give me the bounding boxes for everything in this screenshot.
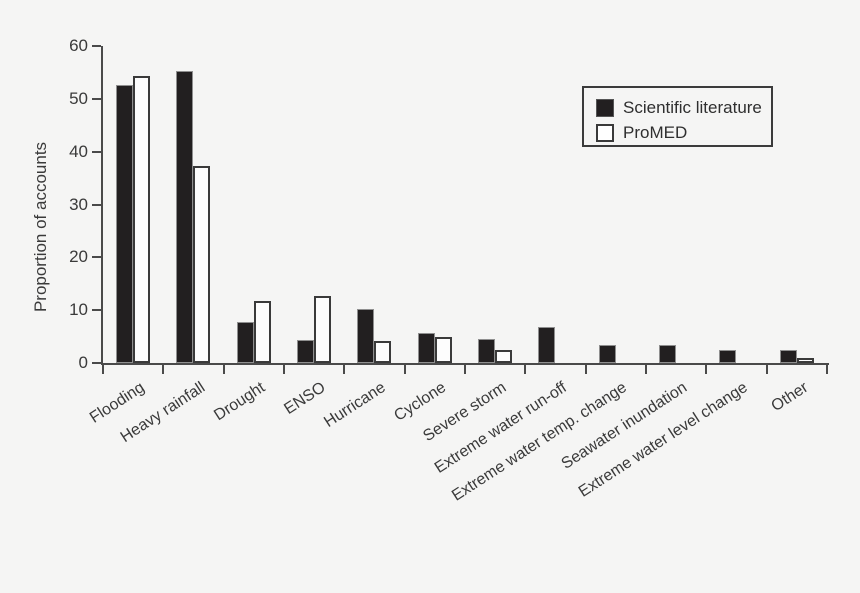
bar-promed bbox=[495, 350, 513, 363]
x-category-label: Hurricane bbox=[321, 379, 389, 432]
y-tick bbox=[92, 203, 101, 206]
x-tick bbox=[464, 365, 466, 374]
bar-scientific-literature bbox=[116, 85, 134, 363]
x-axis-line bbox=[101, 363, 829, 365]
bar-scientific-literature bbox=[176, 71, 194, 363]
bar-promed bbox=[193, 166, 211, 363]
bar-scientific-literature bbox=[598, 345, 616, 363]
y-tick-label: 60 bbox=[69, 36, 88, 55]
bars-pair bbox=[297, 46, 332, 363]
bar-scientific-literature bbox=[659, 345, 677, 363]
x-tick bbox=[584, 365, 587, 374]
x-tick bbox=[162, 365, 165, 374]
bar-group-enso bbox=[284, 46, 344, 363]
bar-promed bbox=[796, 358, 814, 363]
bar-group-extreme-water-temp-change bbox=[586, 46, 646, 363]
x-tick bbox=[283, 365, 285, 374]
x-tick bbox=[403, 365, 406, 374]
y-tick-label: 10 bbox=[69, 300, 88, 320]
bar-scientific-literature bbox=[538, 327, 556, 363]
bar-group-extreme-water-level-change bbox=[706, 46, 766, 363]
bars-pair bbox=[659, 46, 693, 363]
legend-swatch-light bbox=[596, 124, 614, 142]
y-tick bbox=[92, 150, 101, 153]
x-tick bbox=[765, 365, 768, 374]
bar-scientific-literature bbox=[417, 333, 435, 363]
legend-item-promed: ProMED bbox=[596, 121, 771, 145]
bar-scientific-literature bbox=[478, 339, 496, 363]
bar-group-heavy-rainfall bbox=[163, 46, 223, 363]
y-axis-line bbox=[101, 46, 103, 365]
bars-pair bbox=[417, 46, 452, 363]
bar-promed bbox=[133, 76, 151, 363]
bars-pair bbox=[779, 46, 814, 363]
x-category-label: Drought bbox=[211, 379, 269, 425]
bar-group-cyclone bbox=[405, 46, 465, 363]
bars-pair bbox=[478, 46, 513, 363]
y-axis-title: Proportion of accounts bbox=[31, 141, 50, 313]
bar-scientific-literature bbox=[357, 309, 375, 363]
x-category-label: Other bbox=[768, 379, 812, 416]
x-tick bbox=[826, 365, 828, 374]
bar-scientific-literature bbox=[779, 350, 797, 363]
x-category-label: ENSO bbox=[281, 379, 329, 418]
legend: Scientific literature ProMED bbox=[582, 86, 773, 147]
bar-group-other bbox=[767, 46, 827, 363]
x-tick bbox=[705, 365, 708, 374]
y-tick bbox=[92, 97, 101, 100]
bars-pair bbox=[236, 46, 271, 363]
bars-pair bbox=[538, 46, 572, 363]
y-tick-label: 0 bbox=[78, 353, 88, 372]
y-tick-label: 50 bbox=[69, 88, 88, 108]
bars-pair bbox=[598, 46, 633, 363]
y-tick bbox=[92, 362, 101, 364]
bar-promed bbox=[314, 296, 332, 363]
bars-pair bbox=[719, 46, 753, 363]
y-tick-label: 20 bbox=[69, 247, 88, 267]
legend-swatch-dark bbox=[596, 99, 614, 117]
plot-area bbox=[103, 46, 827, 363]
x-tick bbox=[343, 365, 346, 374]
y-tick-label: 40 bbox=[69, 141, 88, 161]
bar-scientific-literature bbox=[719, 350, 737, 363]
legend-item-scientific-literature: Scientific literature bbox=[596, 96, 771, 120]
y-tick bbox=[92, 256, 101, 259]
y-tick-label: 30 bbox=[69, 194, 88, 214]
bar-promed bbox=[374, 341, 392, 363]
bars-pair bbox=[116, 46, 151, 363]
bar-group-seawater-inundation bbox=[646, 46, 706, 363]
x-tick bbox=[645, 365, 647, 374]
legend-label-promed: ProMED bbox=[623, 123, 688, 142]
y-tick bbox=[92, 309, 101, 312]
bar-group-hurricane bbox=[344, 46, 404, 363]
bar-scientific-literature bbox=[297, 340, 315, 363]
y-tick bbox=[92, 45, 101, 47]
bar-scientific-literature bbox=[236, 322, 254, 363]
legend-label-scientific-literature: Scientific literature bbox=[623, 98, 762, 117]
bar-group-extreme-water-run-off bbox=[525, 46, 585, 363]
bar-group-severe-storm bbox=[465, 46, 525, 363]
bar-promed bbox=[434, 337, 452, 363]
x-tick bbox=[222, 365, 225, 374]
x-tick bbox=[102, 365, 104, 374]
bar-group-drought bbox=[224, 46, 284, 363]
x-tick bbox=[524, 365, 527, 374]
bars-pair bbox=[357, 46, 392, 363]
bar-group-flooding bbox=[103, 46, 163, 363]
bars-pair bbox=[176, 46, 211, 363]
bar-promed bbox=[253, 301, 271, 363]
